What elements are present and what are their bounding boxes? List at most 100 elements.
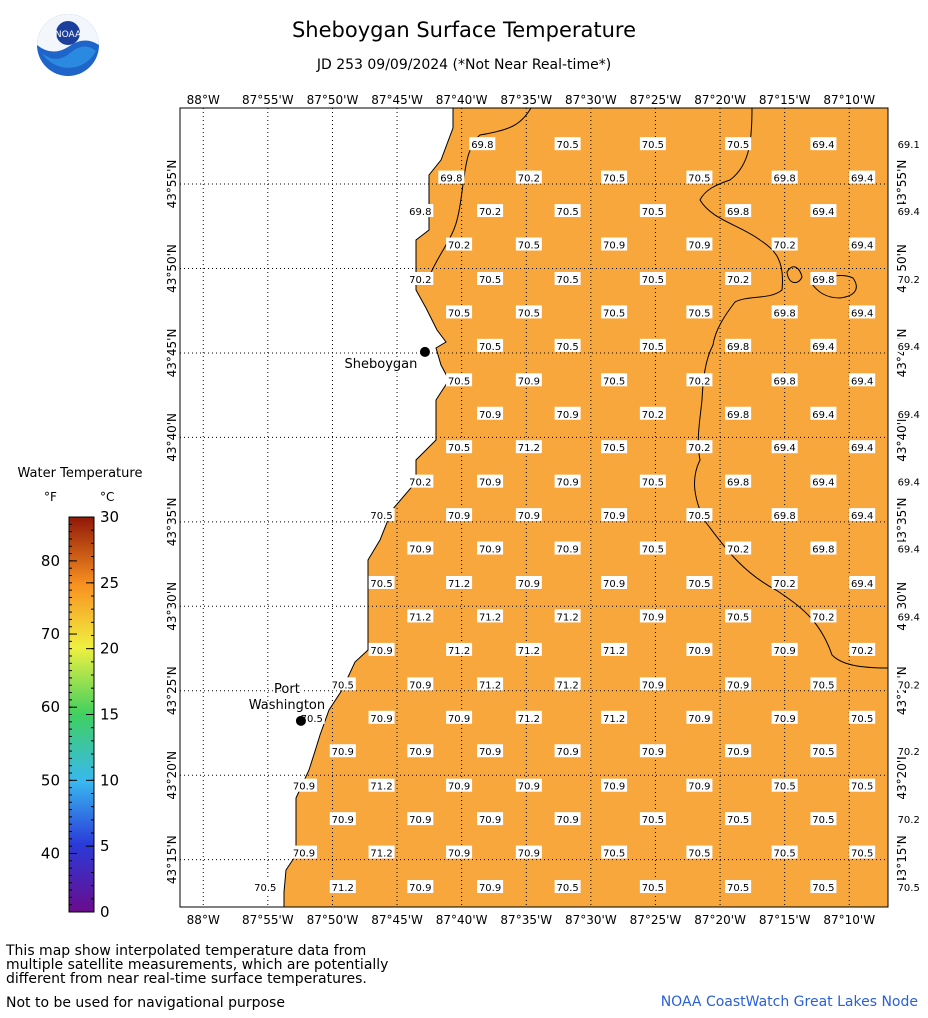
svg-text:70.9: 70.9 [409,815,431,826]
svg-text:70.5: 70.5 [479,275,501,286]
svg-text:70.9: 70.9 [332,815,354,826]
svg-text:70.9: 70.9 [556,747,578,758]
temperature-label: 70.2 [686,373,713,387]
svg-text:71.2: 71.2 [448,646,470,657]
temperature-label: 70.9 [291,778,318,793]
longitude-label: 87°25'W [630,913,682,927]
map-frame [179,107,889,908]
longitude-label: 87°50'W [307,913,359,927]
svg-text:71.2: 71.2 [518,443,540,454]
svg-text:69.4: 69.4 [898,545,920,556]
temperature-label: 69.4 [895,541,922,556]
longitude-label: 87°20'W [694,913,746,927]
temperature-label: 70.5 [810,880,837,894]
svg-text:71.2: 71.2 [556,612,578,623]
svg-text:70.5: 70.5 [774,849,796,860]
svg-text:70.5: 70.5 [642,478,664,489]
disclaimer-note: This map show interpolated temperature d… [6,944,388,986]
longitude-label: 87°40'W [436,913,488,927]
svg-text:70.2: 70.2 [898,275,920,286]
temperature-label: 70.9 [407,677,434,691]
svg-text:69.8: 69.8 [774,376,796,387]
svg-text:70.5: 70.5 [603,443,625,454]
svg-text:69.4: 69.4 [898,207,920,218]
temperature-label: 70.5 [515,237,542,252]
navigation-warning: Not to be used for navigational purpose [6,995,285,1011]
temperature-label: 69.4 [849,508,876,522]
svg-text:70.9: 70.9 [518,849,540,860]
temperature-label: 70.5 [771,845,798,860]
svg-text:69.8: 69.8 [812,545,834,556]
temperature-label: 71.2 [368,778,395,793]
svg-text:71.2: 71.2 [603,646,625,657]
temperature-label: 71.2 [446,576,473,590]
city-marker [419,346,430,357]
temperature-label: 69.4 [895,338,922,353]
svg-text:70.9: 70.9 [332,747,354,758]
svg-text:70.5: 70.5 [479,342,501,353]
temperature-label: 70.9 [368,710,395,725]
temperature-label: 70.9 [771,642,798,657]
svg-text:70.9: 70.9 [774,714,796,725]
temperature-label: 70.5 [639,812,666,826]
svg-text:70.9: 70.9 [688,782,710,793]
svg-text:70.5: 70.5 [448,376,470,387]
temperature-label: 71.2 [601,642,628,657]
svg-text:69.8: 69.8 [440,174,462,185]
temperature-label: 69.4 [895,474,922,489]
svg-text:70.5: 70.5 [642,815,664,826]
shoreline [283,108,454,907]
svg-text:69.4: 69.4 [851,579,873,590]
svg-text:70.9: 70.9 [603,511,625,522]
temperature-label: 70.9 [368,642,395,657]
legend-title: Water Temperature [17,466,143,481]
svg-text:70.5: 70.5 [603,308,625,319]
svg-text:69.4: 69.4 [851,174,873,185]
svg-text:70.5: 70.5 [727,815,749,826]
temperature-label: 70.9 [446,508,473,522]
temperature-label: 69.8 [771,373,798,387]
svg-text:70.2: 70.2 [518,174,540,185]
temperature-label: 69.8 [725,474,752,489]
svg-text:70.9: 70.9 [479,815,501,826]
fahrenheit-tick-label: 70 [41,625,60,643]
city-marker [295,715,306,726]
svg-text:70.5: 70.5 [642,342,664,353]
svg-text:69.4: 69.4 [898,612,920,623]
temperature-label: 70.5 [686,576,713,590]
temperature-label: 70.5 [554,137,581,151]
temperature-label: 69.8 [771,508,798,522]
legend-unit-f: °F [44,490,57,504]
svg-text:70.9: 70.9 [409,747,431,758]
latitude-label: 43°40'N [165,413,179,462]
svg-text:70.5: 70.5 [556,207,578,218]
longitude-label: 87°55'W [242,913,294,927]
temperature-label: 71.2 [515,642,542,657]
temperature-label: 70.9 [686,237,713,252]
temperature-label: 70.2 [771,237,798,252]
temperature-label: 71.2 [515,440,542,454]
svg-text:71.2: 71.2 [448,579,470,590]
svg-text:69.8: 69.8 [774,511,796,522]
svg-text:70.5: 70.5 [812,747,834,758]
svg-text:70.9: 70.9 [518,376,540,387]
svg-text:71.2: 71.2 [479,680,501,691]
svg-text:69.8: 69.8 [812,275,834,286]
longitude-label: 87°45'W [371,913,423,927]
temperature-label: 69.4 [849,576,876,590]
svg-text:69.4: 69.4 [774,443,796,454]
svg-text:70.5: 70.5 [812,815,834,826]
temperature-label: 70.5 [554,338,581,353]
temperature-label: 69.4 [895,406,922,421]
svg-text:70.5: 70.5 [642,140,664,151]
temperature-label: 70.5 [368,508,395,522]
temperature-label: 70.9 [771,710,798,725]
temperature-label: 71.2 [446,642,473,657]
svg-text:70.5: 70.5 [556,883,578,894]
svg-text:70.2: 70.2 [812,612,834,623]
svg-text:70.9: 70.9 [688,241,710,252]
temperature-label: 70.9 [554,744,581,758]
svg-text:70.9: 70.9 [556,410,578,421]
temperature-label: 71.2 [515,710,542,725]
svg-text:70.5: 70.5 [254,883,276,894]
